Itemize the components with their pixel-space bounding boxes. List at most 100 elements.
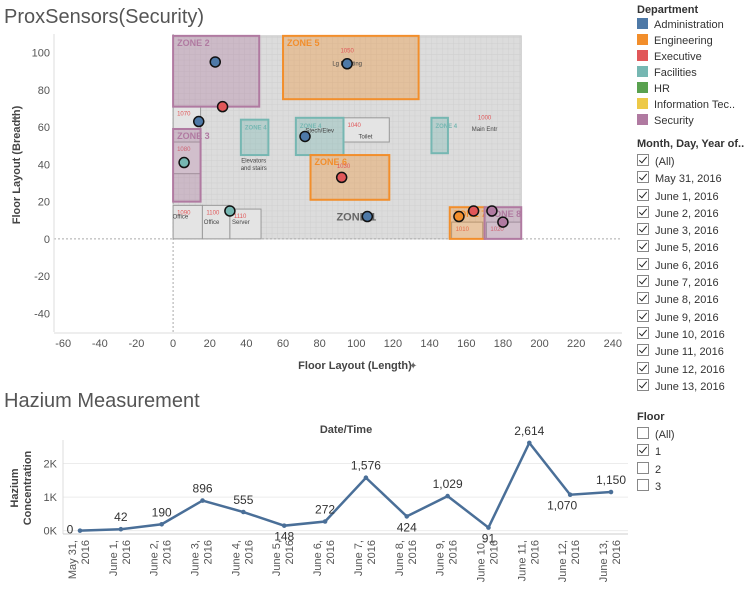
room-text: 1050 (340, 49, 354, 55)
checkbox[interactable] (637, 205, 649, 218)
data-label: 190 (152, 505, 172, 519)
checkbox[interactable] (637, 361, 649, 374)
checkbox[interactable] (637, 188, 649, 201)
filter-option[interactable]: June 6, 2016 (637, 257, 750, 275)
room-label: 1100 (206, 210, 220, 216)
filter-option-label: June 9, 2016 (655, 311, 719, 324)
y-axis-title: Floor Layout (Breadth) (11, 105, 23, 224)
floor-filter-title: Floor (637, 411, 665, 423)
x-tick-label: 220 (567, 338, 585, 350)
checkbox[interactable] (637, 378, 649, 391)
x-tick-label-date: June 5, (271, 540, 283, 576)
checkbox[interactable] (637, 240, 649, 253)
sensor-point (209, 56, 221, 68)
filter-option-label: June 10, 2016 (655, 328, 725, 341)
data-label: 148 (274, 530, 294, 544)
filter-option[interactable]: June 1, 2016 (637, 188, 750, 206)
filter-option[interactable]: 3 (637, 478, 750, 496)
filter-option-label: June 1, 2016 (655, 190, 719, 203)
checkbox[interactable] (637, 326, 649, 339)
checkbox[interactable] (637, 309, 649, 322)
hazium-point (567, 492, 573, 498)
filter-option[interactable]: June 5, 2016 (637, 240, 750, 257)
filter-option-label: June 11, 2016 (655, 346, 724, 359)
floor-layout-scatter-chart: 1070 1080 1090 1100 1110 1040 1010 1020 ZONE 2 ZO… (11, 34, 622, 372)
checkbox[interactable] (637, 154, 649, 166)
sensor-point (335, 171, 348, 184)
x-tick-label-year: 2016 (448, 540, 460, 564)
checkbox[interactable] (637, 275, 649, 288)
filter-option[interactable]: May 31, 2016 (637, 171, 750, 188)
checkbox[interactable] (637, 344, 649, 357)
filter-option[interactable]: June 7, 2016 (637, 275, 750, 292)
legend-item[interactable]: Administration (637, 17, 750, 33)
filter-option[interactable]: June 13, 2016 (637, 378, 750, 396)
legend-swatch (637, 82, 648, 93)
legend-item[interactable]: Security (637, 113, 750, 129)
legend-item[interactable]: Facilities (637, 65, 750, 81)
hazium-point (608, 489, 614, 495)
filter-option[interactable]: 1 (637, 444, 750, 461)
x-tick-label: 100 (347, 338, 365, 350)
pin-icon: ✦ (11, 114, 19, 125)
filter-option[interactable]: (All) (637, 427, 750, 444)
floor-filter: Floor (All) 1 2 3 (637, 411, 750, 496)
checkbox[interactable] (637, 427, 649, 439)
filter-option[interactable]: June 2, 2016 (637, 205, 750, 223)
x-tick-label-date: June 7, (353, 540, 365, 576)
y-tick-label: 80 (38, 85, 50, 97)
x-tick-label-year: 2016 (366, 540, 378, 564)
x-tick-label-year: 2016 (284, 540, 296, 564)
filter-option[interactable]: June 8, 2016 (637, 292, 750, 309)
x-tick-label-year: 2016 (243, 540, 255, 564)
checkbox[interactable] (637, 461, 649, 474)
filter-option[interactable]: (All) (637, 154, 750, 171)
hazium-point (241, 509, 246, 515)
x-tick-label-date: June 9, (435, 540, 447, 576)
x-tick-label: 240 (604, 338, 622, 350)
filter-option[interactable]: June 10, 2016 (637, 326, 750, 344)
filter-option-label: June 6, 2016 (655, 259, 719, 272)
sensor-point (299, 130, 311, 143)
hazium-point (200, 498, 205, 503)
filter-option-label: June 13, 2016 (655, 380, 725, 393)
x-tick-label-year: 2016 (611, 540, 623, 564)
x-tick-label-year: 2016 (121, 540, 133, 564)
zone-label: ZONE 8 (489, 209, 522, 219)
filter-option-label: June 2, 2016 (655, 207, 719, 220)
filter-option-label: 1 (655, 446, 662, 459)
x-tick-label: 140 (420, 338, 438, 350)
legend-item[interactable]: HR (637, 81, 750, 97)
y-tick-label: 0 (44, 234, 50, 246)
checkbox[interactable] (637, 444, 649, 457)
filter-option[interactable]: June 3, 2016 (637, 223, 750, 240)
filter-option[interactable]: June 12, 2016 (637, 361, 750, 379)
filter-option[interactable]: 2 (637, 461, 750, 479)
legend-item[interactable]: Executive (637, 49, 750, 65)
data-label: 1,576 (351, 459, 381, 473)
filter-option[interactable]: June 11, 2016 (637, 344, 750, 361)
room-label: 1070 (177, 112, 191, 118)
legend-item[interactable]: Engineering (637, 33, 750, 49)
data-label: 896 (193, 482, 213, 496)
sensor-point (178, 156, 190, 169)
legend-label: HR (654, 83, 670, 95)
sensor-point (192, 115, 205, 128)
legend-item[interactable]: Information Tec.. (637, 97, 750, 113)
y-tick-label: -40 (34, 308, 50, 320)
hazium-point (159, 521, 164, 527)
checkbox[interactable] (637, 257, 649, 270)
legend-swatch (637, 98, 648, 109)
zone-box (172, 34, 261, 108)
x-tick-label-year: 2016 (570, 540, 582, 564)
checkbox[interactable] (637, 171, 649, 184)
room-text: Office (173, 214, 189, 220)
checkbox[interactable] (637, 292, 649, 305)
x-tick-label: 40 (240, 338, 252, 350)
checkbox[interactable] (637, 478, 649, 491)
legend-swatch (637, 114, 648, 125)
sensor-point (216, 100, 229, 113)
filter-option[interactable]: June 9, 2016 (637, 309, 750, 327)
y-tick-label: 100 (32, 48, 50, 60)
checkbox[interactable] (637, 223, 649, 236)
